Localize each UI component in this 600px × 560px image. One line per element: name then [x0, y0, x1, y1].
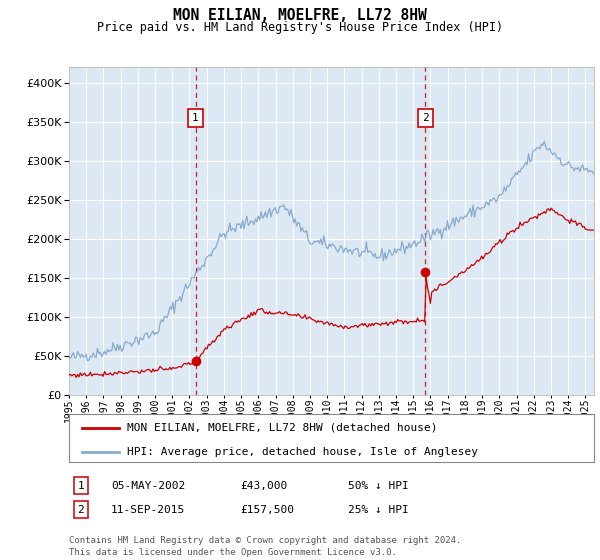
Text: 2: 2 [422, 113, 428, 123]
Text: HPI: Average price, detached house, Isle of Anglesey: HPI: Average price, detached house, Isle… [127, 446, 478, 456]
Text: 50% ↓ HPI: 50% ↓ HPI [348, 480, 409, 491]
Text: 25% ↓ HPI: 25% ↓ HPI [348, 505, 409, 515]
Text: MON EILIAN, MOELFRE, LL72 8HW: MON EILIAN, MOELFRE, LL72 8HW [173, 8, 427, 24]
Text: 1: 1 [77, 480, 85, 491]
Text: £43,000: £43,000 [240, 480, 287, 491]
Text: 11-SEP-2015: 11-SEP-2015 [111, 505, 185, 515]
Text: Price paid vs. HM Land Registry's House Price Index (HPI): Price paid vs. HM Land Registry's House … [97, 21, 503, 34]
Text: Contains HM Land Registry data © Crown copyright and database right 2024.
This d: Contains HM Land Registry data © Crown c… [69, 536, 461, 557]
Text: £157,500: £157,500 [240, 505, 294, 515]
Text: 05-MAY-2002: 05-MAY-2002 [111, 480, 185, 491]
Text: MON EILIAN, MOELFRE, LL72 8HW (detached house): MON EILIAN, MOELFRE, LL72 8HW (detached … [127, 423, 437, 433]
Text: 2: 2 [77, 505, 85, 515]
Text: 1: 1 [192, 113, 199, 123]
